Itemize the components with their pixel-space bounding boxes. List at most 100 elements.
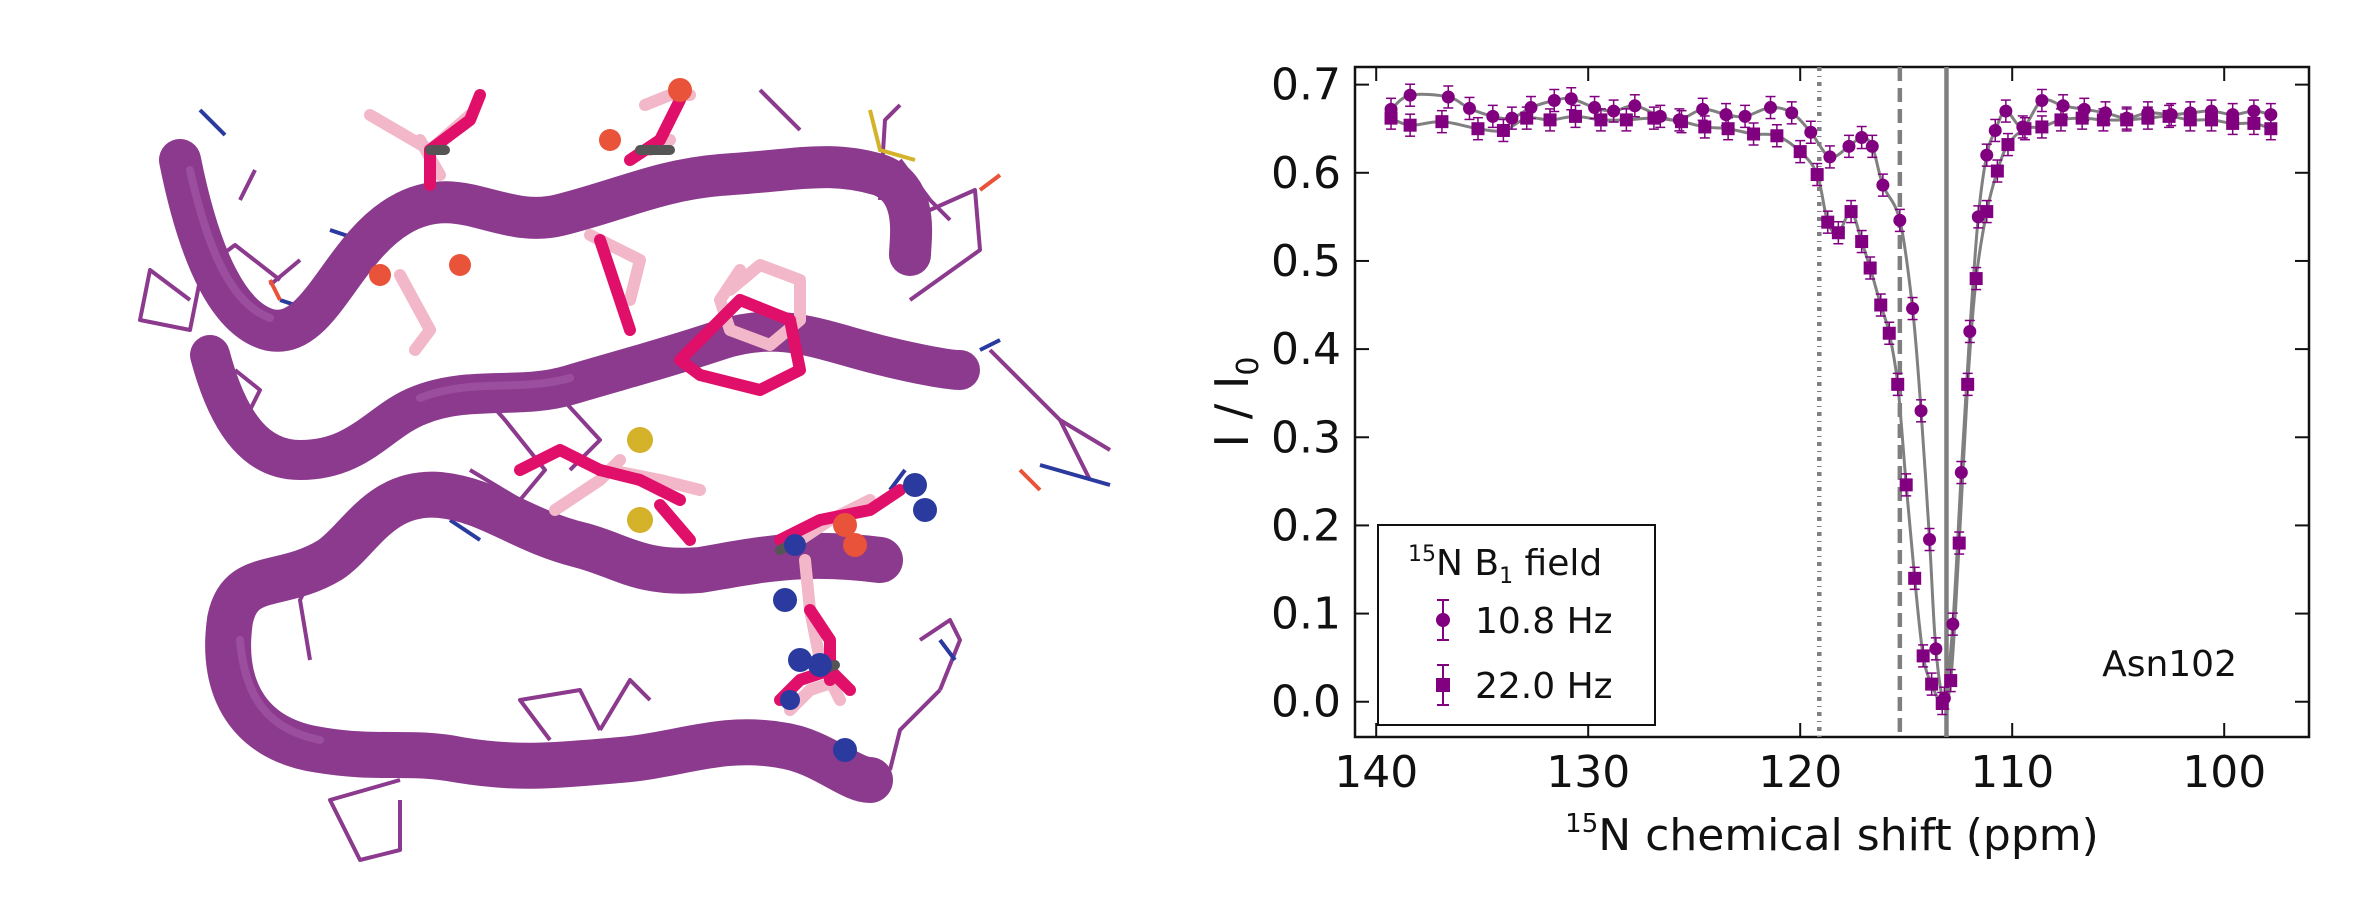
marker-square <box>1891 377 1905 391</box>
marker-circle <box>1462 101 1476 115</box>
legend-label-22-0hz: 22.0 Hz <box>1475 666 1613 707</box>
marker-circle <box>2056 99 2070 113</box>
marker-circle <box>1588 101 1602 115</box>
reference-lines <box>1817 67 1949 737</box>
legend-title-isotope: 15 <box>1408 542 1436 567</box>
data-point-square <box>1925 672 1939 696</box>
data-point-square <box>1882 321 1896 345</box>
protein-structure-image <box>138 78 1112 862</box>
data-point-circle <box>1564 86 1578 111</box>
legend-marker-circle <box>1436 613 1450 627</box>
data-point-square <box>2001 132 2015 157</box>
data-point-circle <box>1999 99 2013 123</box>
y-tick-label: 0.2 <box>1271 500 1341 551</box>
y-tick-label: 0.7 <box>1271 60 1341 111</box>
legend-title: 15N B1 field <box>1408 542 1602 589</box>
data-point-circle <box>1403 83 1417 107</box>
marker-square <box>2264 122 2278 136</box>
data-point-circle <box>1865 134 1879 159</box>
data-point-square <box>1980 199 1994 224</box>
data-point-square <box>1810 162 1824 187</box>
marker-square <box>1899 478 1913 492</box>
marker-circle <box>1441 90 1455 104</box>
data-point-square <box>1721 116 1735 141</box>
marker-square <box>1882 326 1896 340</box>
marker-square <box>2120 113 2134 127</box>
marker-circle <box>1607 104 1621 118</box>
marker-square <box>1568 109 1582 123</box>
data-point-square <box>1568 104 1582 129</box>
y-tick-label: 0.0 <box>1271 677 1341 728</box>
marker-square <box>2075 111 2089 125</box>
marker-circle <box>1547 94 1561 107</box>
data-point-circle <box>1486 104 1500 129</box>
marker-circle <box>1564 92 1578 106</box>
marker-square <box>2054 113 2068 127</box>
data-point-square <box>1647 106 1661 130</box>
data-point-square <box>2035 115 2049 139</box>
plot-area-frame <box>1353 65 2311 739</box>
data-point-circle <box>1954 460 1968 485</box>
marker-square <box>2001 138 2015 152</box>
marker-circle <box>1764 101 1778 115</box>
marker-circle <box>1486 109 1500 123</box>
data-point-square <box>1935 691 1949 716</box>
marker-square <box>1793 145 1807 159</box>
marker-circle <box>1842 139 1856 153</box>
data-point-square <box>1594 108 1608 132</box>
marker-square <box>2162 109 2176 123</box>
data-point-circle <box>1842 134 1856 159</box>
x-axis-label: 15N chemical shift (ppm) <box>1565 809 2099 861</box>
marker-square <box>1496 123 1510 137</box>
marker-circle <box>2247 104 2261 118</box>
data-point-square <box>2141 106 2155 130</box>
data-point-square <box>1990 159 2004 183</box>
marker-circle <box>1505 111 1519 125</box>
marker-circle <box>1696 102 1710 116</box>
marker-square <box>1952 536 1966 550</box>
legend-entry-10-8hz: 10.8 Hz <box>1436 599 1613 642</box>
marker-square <box>1471 122 1485 136</box>
y-tick-label: 0.4 <box>1271 324 1341 375</box>
legend-marker-square <box>1436 678 1450 692</box>
x-tick-label: 110 <box>1970 747 2054 798</box>
data-point-circle <box>1696 97 1710 122</box>
marker-circle <box>1823 150 1837 164</box>
cest-profile-chart: 140 130 120 110 100 0.0 0.1 0.2 0.3 0.4 0.5 0.6 0.7… <box>1205 60 2311 861</box>
data-point-square <box>1899 473 1913 497</box>
data-point-circle <box>1607 99 1621 123</box>
marker-circle <box>1999 104 2013 118</box>
data-point-circle <box>1785 101 1799 125</box>
marker-square <box>1961 377 1975 391</box>
data-point-circle <box>2035 88 2049 113</box>
y-tick-label: 0.5 <box>1271 236 1341 287</box>
y-axis-label: I / I0 <box>1205 357 1266 448</box>
marker-circle <box>1954 466 1968 480</box>
data-point-circle <box>1441 85 1455 109</box>
x-tick-label: 140 <box>1334 747 1418 798</box>
marker-circle <box>1785 106 1799 120</box>
marker-square <box>1435 115 1449 129</box>
data-point-square <box>1831 220 1845 245</box>
marker-square <box>1925 677 1939 691</box>
marker-square <box>1403 118 1417 132</box>
data-point-square <box>1961 372 1975 397</box>
data-point-square <box>1496 118 1510 143</box>
data-point-circle <box>1855 125 1869 150</box>
marker-circle <box>1403 88 1417 102</box>
data-point-circle <box>1929 637 1943 661</box>
marker-square <box>1810 168 1824 182</box>
marker-square <box>1831 226 1845 240</box>
y-tick-label: 0.1 <box>1271 589 1341 640</box>
data-point-circle <box>1980 143 1994 167</box>
x-axis: 140 130 120 110 100 <box>1334 67 2266 798</box>
marker-square <box>1935 697 1949 710</box>
data-point-square <box>1844 199 1858 224</box>
data-point-circle <box>1876 173 1890 197</box>
residue-annotation: Asn102 <box>2102 644 2237 685</box>
data-point-square <box>2204 108 2218 132</box>
data-point-square <box>1471 116 1485 141</box>
y-axis: 0.0 0.1 0.2 0.3 0.4 0.5 0.6 0.7 <box>1271 60 2309 728</box>
marker-square <box>1874 298 1888 312</box>
data-point-circle <box>1505 106 1519 130</box>
